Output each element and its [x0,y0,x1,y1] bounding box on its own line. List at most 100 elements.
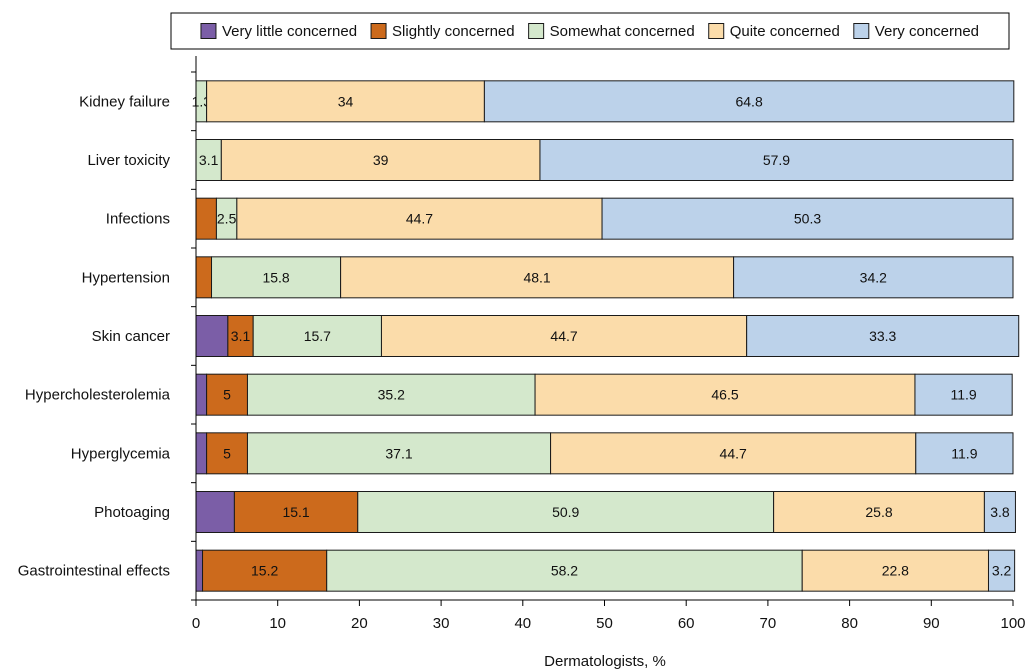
data-label-hypertension-somewhat-concerned: 15.8 [262,269,289,285]
bar-kidney-failure-quite-concerned [206,80,485,123]
legend-item-very-little-concerned: Very little concerned [200,23,357,40]
legend-label-very-concerned: Very concerned [875,23,979,40]
bar-hyperglycemia-very-concerned [915,432,1014,475]
data-label-skin-cancer-somewhat-concerned: 15.7 [304,328,331,344]
data-label-liver-toxicity-very-concerned: 57.9 [763,152,790,168]
bar-gastrointestinal-effects-quite-concerned [801,549,989,592]
bar-row-photoaging: 15.1 50.9 25.8 3.8 [195,491,1016,533]
category-label-kidney-failure: Kidney failure [79,93,170,110]
bar-row-hyperglycemia: 5 37.1 44.7 11.9 [195,432,1014,475]
legend-item-quite-concerned: Quite concerned [708,23,840,40]
data-label-hypercholesterolemia-very-concerned: 11.9 [950,387,976,403]
data-label-photoaging-somewhat-concerned: 50.9 [552,504,579,520]
bar-gastrointestinal-effects-very-concerned [987,549,1016,592]
x-tick-label-100: 100 [1000,615,1025,632]
bar-row-kidney-failure: 1.3 34 64.8 [192,80,1015,123]
data-label-hypercholesterolemia-somewhat-concerned: 35.2 [378,387,405,403]
bar-row-skin-cancer: 3.1 15.7 44.7 33.3 [195,315,1020,357]
category-label-liver-toxicity: Liver toxicity [87,152,170,169]
legend-label-somewhat-concerned: Somewhat concerned [550,23,695,40]
bar-photoaging-very-concerned [983,491,1016,533]
data-label-gastrointestinal-effects-slightly-concerned: 15.2 [251,563,278,579]
data-label-hyperglycemia-somewhat-concerned: 37.1 [385,445,412,461]
x-tick-label-90: 90 [923,615,940,632]
category-label-hypertension: Hypertension [82,269,170,286]
data-label-hyperglycemia-quite-concerned: 44.7 [720,445,747,461]
x-tick-label-40: 40 [514,615,531,632]
bar-kidney-failure-very-concerned [483,80,1015,123]
data-label-photoaging-very-concerned: 3.8 [990,504,1010,520]
bar-hypertension-very-concerned [733,256,1014,299]
category-label-hyperglycemia: Hyperglycemia [71,445,171,462]
axes: Kidney failure Liver toxicity Infections Hy… [18,56,1026,632]
bar-row-liver-toxicity: 3.1 39 57.9 [195,139,1014,181]
data-label-infections-very-concerned: 50.3 [794,211,821,227]
category-label-gastrointestinal-effects: Gastrointestinal effects [18,563,170,580]
bar-skin-cancer-quite-concerned [380,315,748,357]
bar-photoaging-slightly-concerned [233,491,359,533]
legend-label-quite-concerned: Quite concerned [730,23,840,40]
legend-item-very-concerned: Very concerned [853,23,979,40]
bar-skin-cancer-slightly-concerned [227,315,254,357]
bar-photoaging-quite-concerned [773,491,985,533]
data-label-photoaging-quite-concerned: 25.8 [865,504,892,520]
x-tick-label-80: 80 [841,615,858,632]
data-label-liver-toxicity-quite-concerned: 39 [373,152,389,168]
data-label-liver-toxicity-somewhat-concerned: 3.1 [199,152,219,168]
legend-swatch-somewhat-concerned [528,23,545,39]
bar-row-infections: 2.5 44.7 50.3 [195,197,1014,240]
legend-swatch-slightly-concerned [370,23,387,39]
bar-hypercholesterolemia-somewhat-concerned [246,373,536,416]
category-label-infections: Infections [106,211,170,228]
bar-skin-cancer-very-little-concerned [195,315,229,357]
data-label-kidney-failure-very-concerned: 64.8 [735,93,762,109]
bar-hypertension-somewhat-concerned [211,256,342,299]
legend-label-slightly-concerned: Slightly concerned [392,23,515,40]
data-label-hypercholesterolemia-quite-concerned: 46.5 [711,387,738,403]
bar-gastrointestinal-effects-somewhat-concerned [326,549,803,592]
bar-row-hypercholesterolemia: 5 35.2 46.5 11.9 [195,373,1013,416]
bar-infections-quite-concerned [236,197,603,240]
x-axis-label: Dermatologists, % [544,653,666,670]
legend-box [170,12,1010,50]
bar-hyperglycemia-quite-concerned [550,432,917,475]
bar-hyperglycemia-somewhat-concerned [246,432,552,475]
data-label-infections-quite-concerned: 44.7 [406,211,433,227]
data-label-photoaging-slightly-concerned: 15.1 [282,504,309,520]
x-tick-label-70: 70 [760,615,777,632]
bar-hyperglycemia-slightly-concerned [206,432,248,475]
x-tick-label-0: 0 [192,615,200,632]
data-label-infections-somewhat-concerned: 2.5 [217,211,237,227]
bar-hypertension-quite-concerned [340,256,735,299]
data-label-gastrointestinal-effects-somewhat-concerned: 58.2 [551,563,578,579]
bar-gastrointestinal-effects-very-little-concerned [195,549,204,592]
data-label-skin-cancer-slightly-concerned: 3.1 [231,328,251,344]
legend-swatch-very-concerned [853,23,870,39]
bar-infections-slightly-concerned [195,197,217,240]
x-tick-label-50: 50 [596,615,613,632]
legend-label-very-little-concerned: Very little concerned [222,23,357,40]
bar-gastrointestinal-effects-slightly-concerned [202,549,328,592]
bar-skin-cancer-very-concerned [746,315,1020,357]
data-label-skin-cancer-very-concerned: 33.3 [869,328,896,344]
legend-swatch-quite-concerned [708,23,725,39]
bar-hypercholesterolemia-very-concerned [914,373,1013,416]
data-label-kidney-failure-quite-concerned: 34 [338,93,354,109]
bar-row-hypertension: 15.8 48.1 34.2 [195,256,1014,299]
data-label-hypertension-very-concerned: 34.2 [860,269,887,285]
data-label-gastrointestinal-effects-quite-concerned: 22.8 [882,563,909,579]
category-label-hypercholesterolemia: Hypercholesterolemia [25,387,171,404]
x-tick-label-10: 10 [269,615,286,632]
legend-item-somewhat-concerned: Somewhat concerned [528,23,695,40]
bar-hypertension-slightly-concerned [195,256,213,299]
data-label-skin-cancer-quite-concerned: 44.7 [550,328,577,344]
bar-liver-toxicity-very-concerned [539,139,1014,181]
legend-item-slightly-concerned: Slightly concerned [370,23,515,40]
data-label-hyperglycemia-very-concerned: 11.9 [951,445,977,461]
bar-infections-very-concerned [601,197,1014,240]
bar-hypercholesterolemia-quite-concerned [534,373,916,416]
bar-hypercholesterolemia-very-little-concerned [195,373,208,416]
legend: Very little concerned Slightly concerned S… [170,12,1010,50]
data-label-hyperglycemia-slightly-concerned: 5 [223,445,231,461]
